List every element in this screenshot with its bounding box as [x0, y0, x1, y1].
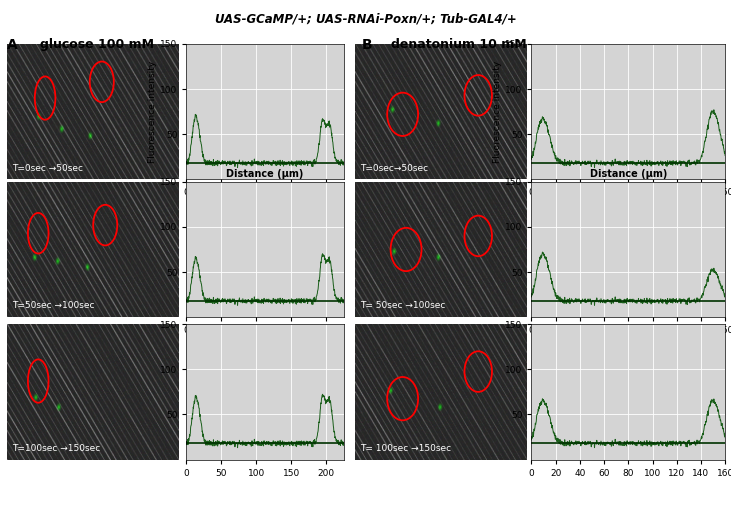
- Text: denatonium 10 mM: denatonium 10 mM: [391, 38, 527, 51]
- Text: T= 50sec →100sec: T= 50sec →100sec: [360, 301, 445, 311]
- Text: glucose 100 mM: glucose 100 mM: [40, 38, 154, 51]
- Text: T=0sec →50sec: T=0sec →50sec: [12, 164, 83, 173]
- Text: T=50sec →100sec: T=50sec →100sec: [12, 301, 95, 311]
- Text: Distance (μm): Distance (μm): [590, 169, 667, 179]
- Text: A: A: [7, 38, 18, 52]
- Text: T= 100sec →150sec: T= 100sec →150sec: [360, 444, 451, 453]
- Y-axis label: Fluorescence intensity: Fluorescence intensity: [148, 61, 157, 163]
- Text: T=0sec→50sec: T=0sec→50sec: [360, 164, 428, 173]
- Text: B: B: [362, 38, 373, 52]
- Text: T=100sec →150sec: T=100sec →150sec: [12, 444, 101, 453]
- Y-axis label: Fluorescence intensity: Fluorescence intensity: [493, 61, 502, 163]
- Text: Distance (μm): Distance (μm): [227, 169, 303, 179]
- Text: UAS-GCaMP/+; UAS-RNAi-Poxn/+; Tub-GAL4/+: UAS-GCaMP/+; UAS-RNAi-Poxn/+; Tub-GAL4/+: [215, 13, 516, 26]
